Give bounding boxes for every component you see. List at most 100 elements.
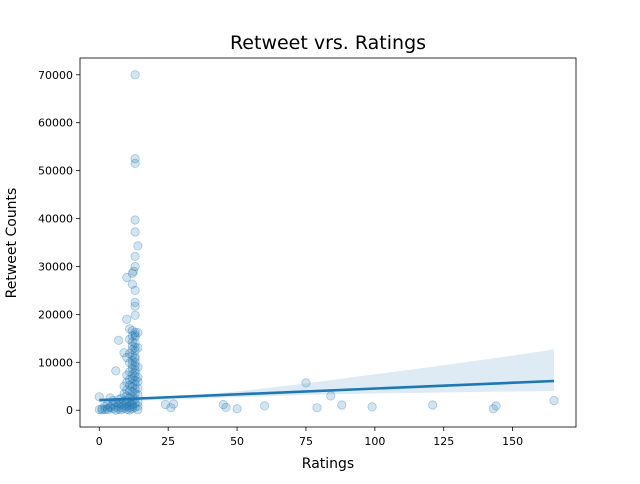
scatter-point	[103, 403, 113, 413]
scatter-point	[337, 400, 347, 410]
scatter-point	[127, 363, 137, 374]
x-tick-label: 125	[433, 435, 454, 448]
y-tick-label: 20000	[38, 308, 73, 321]
x-tick-label: 100	[364, 435, 385, 448]
scatter-point	[125, 380, 135, 390]
y-tick-label: 70000	[38, 69, 73, 82]
scatter-point	[103, 405, 113, 415]
x-axis-ticks: 0 25 50 75 100 125 150	[96, 427, 523, 448]
scatter-point	[122, 404, 132, 414]
x-tick-label: 0	[96, 435, 103, 448]
scatter-point	[130, 365, 140, 375]
scatter-point	[125, 349, 135, 359]
scatter-point	[127, 399, 137, 410]
scatter-point	[160, 399, 170, 410]
scatter-point	[100, 404, 110, 415]
scatter-point	[122, 272, 132, 283]
y-tick-label: 0	[66, 404, 73, 417]
confidence-band	[99, 349, 555, 403]
y-axis-label: Retweet Counts	[4, 188, 20, 299]
scatter-point	[122, 314, 132, 324]
scatter-point	[133, 362, 143, 372]
scatter-point	[127, 268, 137, 278]
scatter-point	[122, 385, 132, 395]
scatter-point	[97, 405, 107, 415]
y-tick-label: 10000	[38, 356, 73, 369]
scatter-point	[127, 387, 137, 397]
scatter-point	[127, 337, 137, 347]
scatter-point	[130, 215, 140, 225]
scatter-point	[133, 241, 143, 251]
scatter-point	[130, 375, 140, 386]
x-tick-label: 75	[299, 435, 313, 448]
scatter-point	[122, 370, 132, 380]
y-tick-label: 30000	[38, 260, 73, 273]
scatter-point	[133, 343, 143, 353]
plot-area	[94, 70, 559, 415]
scatter-point	[127, 404, 137, 414]
scatter-point	[125, 386, 135, 396]
scatter-point	[129, 266, 139, 276]
scatter-point	[130, 346, 140, 356]
scatter-point	[130, 361, 140, 371]
scatter-point	[127, 382, 137, 392]
x-tick-label: 25	[161, 435, 175, 448]
scatter-point	[127, 331, 137, 341]
scatter-point	[130, 353, 140, 364]
scatter-point	[130, 158, 140, 168]
scatter-point	[130, 332, 140, 342]
scatter-point	[130, 402, 140, 412]
scatter-point	[130, 154, 140, 164]
scatter-point	[111, 405, 121, 415]
scatter-point	[105, 401, 115, 412]
scatter-point	[127, 378, 137, 388]
scatter-point	[122, 401, 132, 411]
scatter-point	[301, 378, 311, 388]
scatter-point	[125, 400, 135, 410]
scatter-point	[127, 350, 137, 361]
scatter-point	[326, 391, 336, 401]
scatter-point	[127, 360, 137, 370]
scatter-point	[122, 352, 132, 363]
scatter-point	[130, 227, 140, 237]
scatter-point	[166, 403, 176, 413]
scatter-point	[130, 388, 140, 398]
y-tick-label: 60000	[38, 117, 73, 130]
chart-title: Retweet vrs. Ratings	[230, 32, 426, 54]
scatter-point	[133, 383, 143, 393]
scatter-point	[97, 404, 107, 414]
scatter-point	[549, 395, 559, 406]
scatter-point	[116, 405, 126, 415]
scatter-point	[130, 285, 140, 295]
x-axis-label: Ratings	[302, 456, 354, 472]
scatter-point	[218, 399, 228, 410]
scatter-point	[127, 326, 137, 336]
y-tick-label: 40000	[38, 213, 73, 226]
scatter-point	[130, 338, 140, 348]
scatter-point	[127, 369, 137, 379]
scatter-point	[428, 400, 438, 410]
scatter-point	[94, 404, 104, 415]
scatter-point	[312, 403, 322, 413]
scatter-point	[122, 377, 132, 387]
scatter-point	[130, 342, 140, 352]
axes-frame	[79, 57, 577, 428]
scatter-point	[125, 358, 135, 368]
scatter-point	[232, 404, 242, 414]
scatter-point	[130, 379, 140, 389]
scatter-point	[125, 374, 135, 385]
scatter-point	[108, 403, 118, 414]
scatter-point	[133, 372, 143, 382]
y-axis-ticks: 0 10000 20000 30000 40000 50000 60000 70000	[38, 69, 80, 417]
scatter-point	[127, 345, 137, 355]
scatter-point	[130, 310, 140, 320]
scatter-point	[114, 401, 124, 411]
scatter-point	[169, 399, 179, 409]
scatter-point	[259, 401, 270, 411]
scatter-point	[130, 301, 140, 311]
scatter-point	[100, 401, 110, 411]
scatter-point	[119, 401, 129, 411]
x-tick-label: 150	[502, 435, 523, 448]
